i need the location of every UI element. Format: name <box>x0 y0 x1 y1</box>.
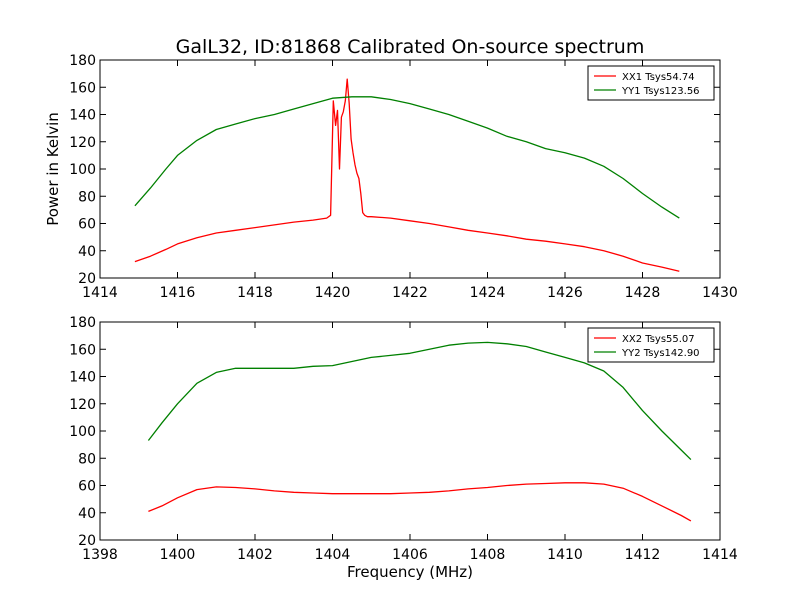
legend: XX2 Tsys55.07 YY2 Tsys142.90 <box>587 327 715 363</box>
x-tick-label: 1422 <box>392 285 428 301</box>
x-tick-label: 1402 <box>237 547 273 563</box>
legend-box <box>587 65 715 101</box>
y-tick-label: 40 <box>78 506 96 522</box>
y-tick-label: 20 <box>78 533 96 549</box>
y-tick-label: 100 <box>69 424 96 440</box>
x-tick-label: 1424 <box>470 285 506 301</box>
plots-group: 1414 1416 1418 1420 1422 1424 1426 1428 1430 20 40… <box>69 53 738 563</box>
y-tick-label: 160 <box>69 80 96 96</box>
legend-label: YY2 Tsys142.90 <box>621 348 700 359</box>
x-tick-label: 1428 <box>625 285 661 301</box>
y-tick-label: 180 <box>69 315 96 331</box>
x-tick-label: 1404 <box>315 547 351 563</box>
x-tick-label: 1398 <box>82 547 118 563</box>
y-tick-label: 80 <box>78 451 96 467</box>
y-tick-label: 40 <box>78 244 96 260</box>
y-tick-label: 80 <box>78 189 96 205</box>
x-tick-label: 1420 <box>315 285 351 301</box>
x-tick-label: 1426 <box>547 285 583 301</box>
legend-box <box>587 327 715 363</box>
y-tick-label: 160 <box>69 342 96 358</box>
plot-panel-1: 1414 1416 1418 1420 1422 1424 1426 1428 1430 20 40… <box>69 53 738 301</box>
y-axis-label: Power in Kelvin <box>44 112 62 226</box>
x-tick-label: 1430 <box>702 285 738 301</box>
x-axis-label: Frequency (MHz) <box>347 563 473 581</box>
legend: XX1 Tsys54.74 YY1 Tsys123.56 <box>587 65 715 101</box>
y-tick-label: 180 <box>69 53 96 69</box>
y-tick-label: 60 <box>78 217 96 233</box>
y-tick-label: 120 <box>69 135 96 151</box>
x-tick-label: 1414 <box>82 285 118 301</box>
x-tick-label: 1408 <box>470 547 506 563</box>
y-tick-label: 60 <box>78 479 96 495</box>
y-tick-label: 120 <box>69 397 96 413</box>
series-line-xx2 <box>148 482 692 522</box>
legend-label: YY1 Tsys123.56 <box>621 86 700 97</box>
x-tick-label: 1406 <box>392 547 428 563</box>
y-tick-label: 100 <box>69 162 96 178</box>
series-line-yy2 <box>147 341 692 461</box>
legend-label: XX1 Tsys54.74 <box>622 72 695 83</box>
y-tick-label: 140 <box>69 370 96 386</box>
plot-panel-2: 1398 1400 1402 1404 1406 1408 1410 1412 1414 20 40… <box>69 315 738 563</box>
figure-title: GalL32, ID:81868 Calibrated On-source sp… <box>176 36 645 58</box>
series-line-xx1 <box>134 78 680 272</box>
x-tick-label: 1412 <box>625 547 661 563</box>
series-line-yy1 <box>134 96 680 219</box>
x-tick-label: 1418 <box>237 285 273 301</box>
y-tick-label: 140 <box>69 108 96 124</box>
x-tick-label: 1414 <box>702 547 738 563</box>
x-tick-label: 1400 <box>160 547 196 563</box>
legend-label: XX2 Tsys55.07 <box>622 334 695 345</box>
x-tick-label: 1410 <box>547 547 583 563</box>
x-tick-label: 1416 <box>160 285 196 301</box>
y-tick-label: 20 <box>78 271 96 287</box>
